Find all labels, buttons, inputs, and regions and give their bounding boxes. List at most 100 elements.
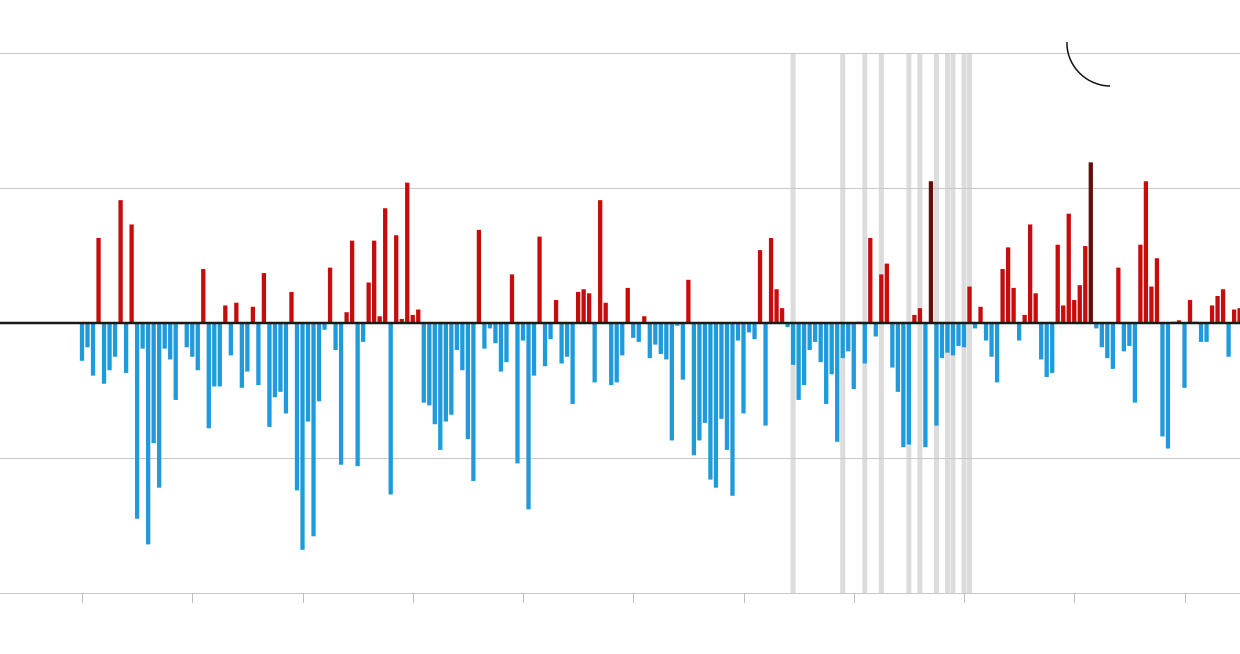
- bar-2022: [862, 323, 867, 364]
- bar-2068: [1116, 267, 1121, 323]
- bar-1998: [730, 323, 735, 496]
- bar-1924: [322, 323, 327, 330]
- bar-2011: [801, 323, 807, 386]
- bar-1916: [278, 323, 283, 392]
- bar-2025: [879, 274, 884, 323]
- bar-2000: [741, 323, 746, 414]
- bar-2045: [989, 323, 994, 357]
- bar-1930: [355, 323, 360, 467]
- bar-2077: [1165, 323, 1171, 449]
- bar-2066: [1105, 323, 1110, 359]
- bar-1946: [443, 323, 448, 422]
- bar-1980: [631, 323, 636, 338]
- bar-1960: [520, 323, 526, 341]
- bar-1908: [234, 302, 239, 323]
- bar-2009: [790, 323, 796, 365]
- bar-1957: [504, 323, 509, 363]
- bar-1902: [201, 269, 206, 323]
- bar-1932: [366, 282, 371, 323]
- x-axis-ticks: [82, 593, 1186, 603]
- bar-1913: [261, 273, 267, 323]
- bar-2071: [1132, 323, 1138, 403]
- bar-1906: [223, 305, 228, 323]
- bar-1984: [653, 323, 658, 345]
- bar-1963: [537, 236, 542, 323]
- y-gridlines: [0, 53, 1240, 594]
- bar-1948: [454, 323, 459, 350]
- bar-2084: [1204, 323, 1209, 342]
- bar-1918: [289, 291, 294, 323]
- bar-1885: [107, 323, 112, 371]
- bar-1899: [184, 323, 189, 348]
- bar-2049: [1011, 287, 1016, 323]
- bar-1950: [465, 323, 471, 440]
- bar-1905: [217, 323, 222, 387]
- bar-1909: [239, 323, 245, 388]
- bar-1890: [134, 323, 140, 519]
- bar-2034: [928, 181, 934, 323]
- bar-2016: [829, 323, 834, 375]
- bar-2061: [1077, 285, 1082, 323]
- bar-1965: [548, 323, 553, 340]
- bar-2006: [774, 289, 779, 323]
- bar-2074: [1149, 286, 1154, 323]
- bar-1894: [157, 323, 162, 488]
- bar-1993: [702, 323, 708, 423]
- bar-1907: [228, 323, 233, 356]
- bar-1976: [609, 323, 614, 386]
- bar-1977: [614, 323, 619, 383]
- bar-1920: [300, 323, 305, 550]
- bar-2007: [779, 308, 785, 323]
- bar-2057: [1055, 244, 1060, 323]
- bar-1931: [360, 323, 366, 342]
- bar-2032: [917, 308, 923, 323]
- bar-2012: [807, 323, 812, 350]
- bar-1961: [526, 323, 531, 510]
- bar-1967: [559, 323, 564, 364]
- bar-2072: [1138, 244, 1143, 323]
- bar-2059: [1066, 213, 1071, 323]
- bar-1900: [190, 323, 195, 357]
- bar-2001: [746, 323, 752, 333]
- bar-2040: [961, 323, 967, 348]
- bar-1882: [90, 323, 96, 376]
- bar-1949: [460, 323, 465, 371]
- bar-1978: [620, 323, 625, 356]
- bar-1886: [112, 323, 118, 357]
- bar-2024: [873, 323, 878, 337]
- bar-1995: [713, 323, 719, 488]
- bar-1881: [85, 323, 90, 348]
- bar-1970: [575, 291, 581, 323]
- bar-1928: [344, 312, 349, 323]
- bar-2088: [1226, 323, 1231, 357]
- bar-1887: [118, 200, 123, 323]
- bar-1955: [493, 323, 498, 344]
- bar-1994: [708, 323, 713, 480]
- bar-2020: [851, 323, 856, 390]
- bar-2063: [1088, 162, 1093, 323]
- bar-2015: [824, 323, 829, 404]
- bar-1941: [416, 309, 421, 323]
- bar-2060: [1072, 300, 1077, 323]
- bar-1982: [642, 316, 647, 323]
- bar-2090: [1237, 308, 1240, 323]
- bar-2047: [1000, 269, 1005, 323]
- bar-2010: [796, 323, 801, 400]
- bar-1944: [432, 323, 437, 425]
- bar-2054: [1039, 323, 1044, 360]
- bar-1962: [531, 323, 537, 376]
- bar-2005: [768, 237, 774, 323]
- bar-1947: [449, 323, 454, 415]
- bar-1914: [267, 323, 272, 427]
- bar-2036: [939, 323, 945, 359]
- bar-2039: [956, 323, 961, 346]
- bar-2062: [1083, 246, 1088, 323]
- bar-2083: [1198, 323, 1204, 342]
- bar-1983: [647, 323, 652, 359]
- bar-2081: [1187, 300, 1193, 323]
- bar-2023: [868, 237, 873, 323]
- bar-1999: [735, 323, 741, 341]
- bar-1915: [272, 323, 278, 398]
- bar-1912: [256, 323, 261, 386]
- bar-1910: [245, 323, 250, 372]
